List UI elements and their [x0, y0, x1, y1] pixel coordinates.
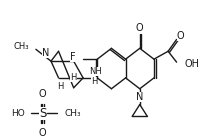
Text: OH: OH	[184, 59, 199, 69]
Text: O: O	[39, 89, 46, 99]
Text: N: N	[42, 48, 49, 58]
Text: H: H	[70, 73, 77, 82]
Text: H: H	[91, 77, 97, 86]
Text: O: O	[136, 23, 144, 33]
Text: H: H	[57, 82, 64, 91]
Text: S: S	[39, 107, 46, 120]
Text: HO: HO	[11, 109, 25, 118]
Text: O: O	[39, 128, 46, 138]
Text: N: N	[136, 92, 143, 102]
Text: O: O	[177, 32, 184, 41]
Text: CH₃: CH₃	[14, 42, 29, 51]
Text: F: F	[70, 52, 76, 62]
Text: NH: NH	[89, 66, 102, 75]
Text: CH₃: CH₃	[64, 109, 81, 118]
